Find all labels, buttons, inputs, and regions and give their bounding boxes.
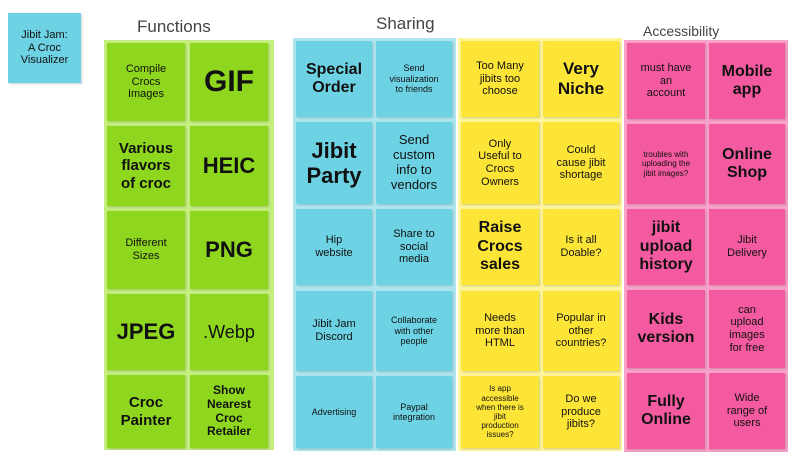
accessibility-heading: Accessibility xyxy=(643,23,720,39)
sticky-note-could-cause-jibit-shortage: Could cause jibit shortage xyxy=(543,122,619,204)
sticky-note-send-custom-info-to-vendors: Send custom info to vendors xyxy=(376,122,452,204)
sticky-note-various-flavors-of-croc: Various flavors of croc xyxy=(107,126,185,206)
sticky-note-heic: HEIC xyxy=(190,126,268,206)
sticky-note-hip-website: Hip website xyxy=(296,209,372,285)
sticky-note-wide-range-of-users: Wide range of users xyxy=(709,373,785,449)
sticky-note-jibit-jam-discord: Jibit Jam Discord xyxy=(296,291,372,371)
sticky-note-jibit-delivery: Jibit Delivery xyxy=(709,209,785,285)
sticky-note-special-order: Special Order xyxy=(296,41,372,117)
sticky-note-png: PNG xyxy=(190,211,268,289)
sticky-note-croc-painter: Croc Painter xyxy=(107,375,185,448)
sticky-note-raise-crocs-sales: Raise Crocs sales xyxy=(461,209,539,285)
sticky-note-fully-online: Fully Online xyxy=(627,373,705,449)
sticky-note-jibit-upload-history: jibit upload history xyxy=(627,209,705,285)
sticky-note-jpeg: JPEG xyxy=(107,294,185,370)
sticky-note-compile-crocs-images: Compile Crocs Images xyxy=(107,43,185,121)
sticky-note-must-have-an-account: must have an account xyxy=(627,43,705,119)
sticky-note-jibit-party: Jibit Party xyxy=(296,122,372,204)
sticky-note-very-niche: Very Niche xyxy=(543,41,619,117)
sticky-note-too-many-jibits: Too Many jibits too choose xyxy=(461,41,539,117)
title-note: Jibit Jam: A Croc Visualizer xyxy=(8,13,81,83)
sticky-note-webp: .Webp xyxy=(190,294,268,370)
sticky-note-different-sizes: Different Sizes xyxy=(107,211,185,289)
sticky-note-collaborate-with-other-people: Collaborate with other people xyxy=(376,291,452,371)
sticky-note-mobile-app: Mobile app xyxy=(709,43,785,119)
functions-heading: Functions xyxy=(137,17,211,36)
sticky-note-share-to-social-media: Share to social media xyxy=(376,209,452,285)
sticky-note-is-app-accessible: Is app accessible when there is jibit pr… xyxy=(461,376,539,448)
sticky-note-paypal-integration: Paypal integration xyxy=(376,376,452,448)
sticky-note-can-upload-images-for-free: can upload images for free xyxy=(709,290,785,368)
sticky-note-troubles-uploading-jibit-images: troubles with uploading the jibit images… xyxy=(627,124,705,204)
sticky-note-only-useful-to-crocs-owners: Only Useful to Crocs Owners xyxy=(461,122,539,204)
sticky-note-is-it-all-doable: Is it all Doable? xyxy=(543,209,619,285)
sticky-note-popular-in-other-countries: Popular in other countries? xyxy=(543,291,619,371)
sticky-note-show-nearest-croc-retailer: Show Nearest Croc Retailer xyxy=(190,375,268,448)
sticky-note-kids-version: Kids version xyxy=(627,290,705,368)
sticky-note-online-shop: Online Shop xyxy=(709,124,785,204)
sharing-heading: Sharing xyxy=(376,14,435,33)
sticky-note-gif: GIF xyxy=(190,43,268,121)
sticky-note-advertising: Advertising xyxy=(296,376,372,448)
title-note-text: Jibit Jam: A Croc Visualizer xyxy=(20,29,69,67)
sticky-note-do-we-produce-jibits: Do we produce jibits? xyxy=(543,376,619,448)
sticky-note-send-visualization-to-friends: Send visualization to friends xyxy=(376,41,452,117)
sticky-note-needs-more-than-html: Needs more than HTML xyxy=(461,291,539,371)
